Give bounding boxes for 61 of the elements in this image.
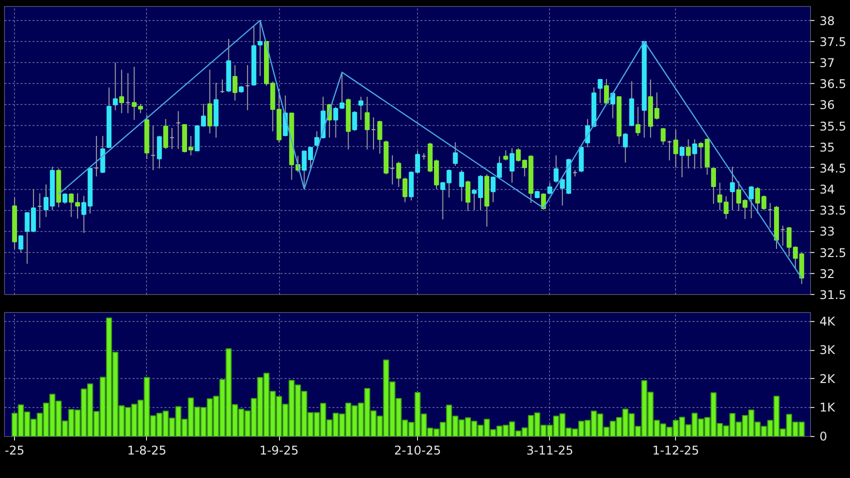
candlestick: [636, 106, 640, 136]
x-tick-label: 1-9-25: [259, 444, 299, 458]
candlestick: [163, 118, 168, 150]
candlestick: [232, 64, 238, 102]
candlestick: [510, 148, 514, 184]
candlestick: [112, 62, 118, 111]
y-tick-label: 36.5: [820, 77, 846, 92]
y-tick-label: 32.5: [820, 246, 846, 260]
x-tick-label: 2-10-25: [394, 444, 441, 458]
candlestick: [622, 132, 628, 164]
y-tick-label: 32: [820, 266, 835, 281]
candlestick: [730, 166, 735, 211]
candlestick: [503, 150, 508, 161]
y-tick-label: 37.5: [820, 35, 846, 49]
y-tick-label: 4K: [820, 314, 836, 328]
candlestick: [358, 96, 364, 120]
candlestick: [466, 180, 470, 212]
y-tick-label: 34.5: [820, 162, 846, 176]
candlestick: [364, 96, 370, 150]
candlestick: [75, 192, 80, 220]
y-tick-label: 34: [820, 182, 835, 197]
y-tick-label: 36: [820, 98, 835, 112]
candlestick: [673, 129, 678, 168]
candlestick: [496, 156, 502, 179]
candlestick: [377, 120, 382, 154]
candlestick: [119, 69, 124, 114]
candlestick: [156, 135, 162, 169]
candlestick: [402, 177, 408, 203]
y-tick-label: 2K: [820, 372, 836, 386]
candlestick: [396, 161, 402, 188]
candlestick: [660, 127, 666, 146]
y-tick-label: 3K: [820, 343, 836, 358]
candlestick: [68, 192, 74, 218]
candlestick: [452, 142, 458, 166]
candlestick: [258, 20, 263, 77]
y-tick-label: 35: [820, 140, 835, 154]
x-tick-label: 1-12-25: [652, 444, 700, 458]
candlestick: [554, 154, 559, 184]
candlestick: [711, 168, 716, 204]
candlestick: [207, 69, 212, 134]
y-tick-label: 35.5: [820, 119, 846, 134]
candlestick: [352, 110, 358, 132]
y-tick-label: 0: [820, 430, 828, 444]
candlestick: [692, 138, 698, 170]
y-tick-label: 1K: [820, 400, 836, 415]
x-tick-label: 1-8-25: [127, 444, 166, 458]
candlestick: [748, 186, 754, 219]
x-tick-label: -25: [4, 444, 24, 458]
candlestick: [686, 138, 691, 169]
y-tick-label: 33.5: [820, 204, 846, 218]
candlestick: [18, 235, 24, 254]
candlestick: [680, 146, 684, 178]
candlestick: [598, 78, 603, 104]
y-tick-label: 31.5: [820, 288, 846, 302]
candlestick: [314, 130, 320, 148]
candlestick: [459, 170, 464, 202]
candlestick: [490, 176, 496, 203]
y-tick-label: 37: [820, 56, 835, 70]
y-tick-label: 38: [820, 14, 835, 28]
y-tick-label: 33: [820, 224, 835, 239]
x-tick-label: 3-11-25: [526, 444, 574, 458]
